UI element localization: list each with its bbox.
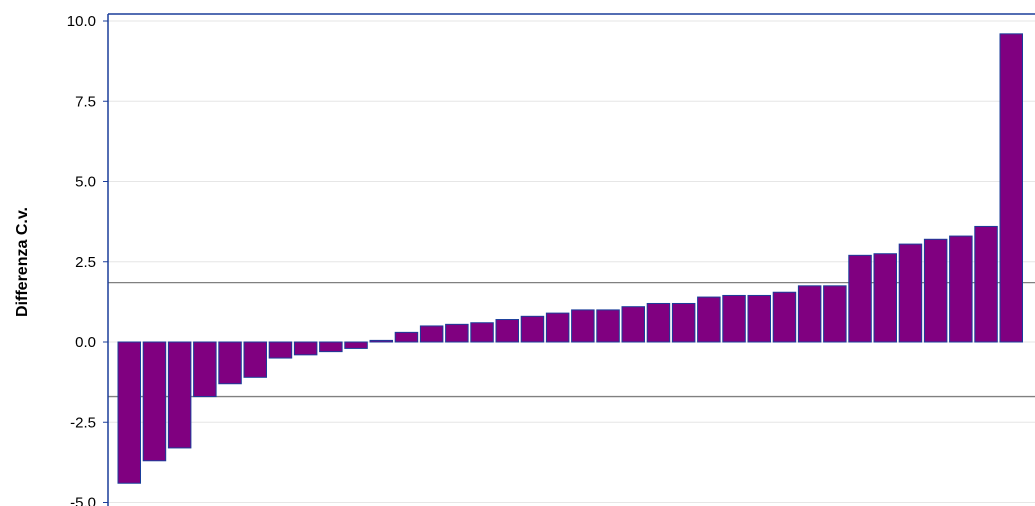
bar	[369, 339, 393, 343]
grid-lines	[108, 20, 1035, 503]
bar	[319, 341, 343, 353]
bar	[999, 33, 1023, 343]
bar	[520, 315, 545, 343]
bar	[293, 341, 318, 356]
bar	[117, 341, 141, 484]
plot-frame	[103, 13, 1035, 506]
y-tick-label: 7.5	[75, 93, 96, 110]
bar	[167, 341, 192, 449]
bar	[646, 302, 671, 343]
bar	[419, 325, 444, 343]
bar	[823, 285, 847, 343]
bar	[621, 306, 645, 343]
bar	[949, 235, 973, 343]
bar	[596, 309, 620, 343]
bar	[445, 323, 469, 343]
bar	[747, 294, 771, 343]
bar	[344, 341, 368, 349]
bar	[898, 243, 923, 343]
bar	[193, 341, 217, 398]
bar	[797, 285, 822, 343]
y-tick-labels: 10.0 7.5 5.0 2.5 0.0 -2.5 -5.0	[67, 13, 96, 506]
y-tick-label: 10.0	[67, 13, 96, 30]
bar	[671, 302, 696, 343]
bar	[974, 225, 998, 343]
y-axis-title: Differenza C.v.	[14, 207, 31, 317]
bar	[873, 253, 897, 343]
y-tick-label: -5.0	[70, 495, 96, 506]
bar	[571, 309, 595, 343]
bar	[923, 238, 948, 343]
bar	[772, 291, 797, 343]
bar	[848, 254, 872, 343]
bar	[470, 322, 494, 343]
y-tick-label: -2.5	[70, 414, 96, 431]
bar	[722, 294, 746, 343]
bars	[117, 33, 1023, 484]
bar	[268, 341, 293, 359]
bar	[697, 296, 721, 343]
y-tick-label: 2.5	[75, 254, 96, 271]
bar	[218, 341, 242, 385]
bar	[545, 312, 570, 343]
bar	[495, 319, 519, 343]
bar	[394, 331, 419, 343]
y-tick-label: 5.0	[75, 174, 96, 191]
bar	[142, 341, 167, 462]
bar	[243, 341, 267, 378]
y-tick-label: 0.0	[75, 334, 96, 351]
